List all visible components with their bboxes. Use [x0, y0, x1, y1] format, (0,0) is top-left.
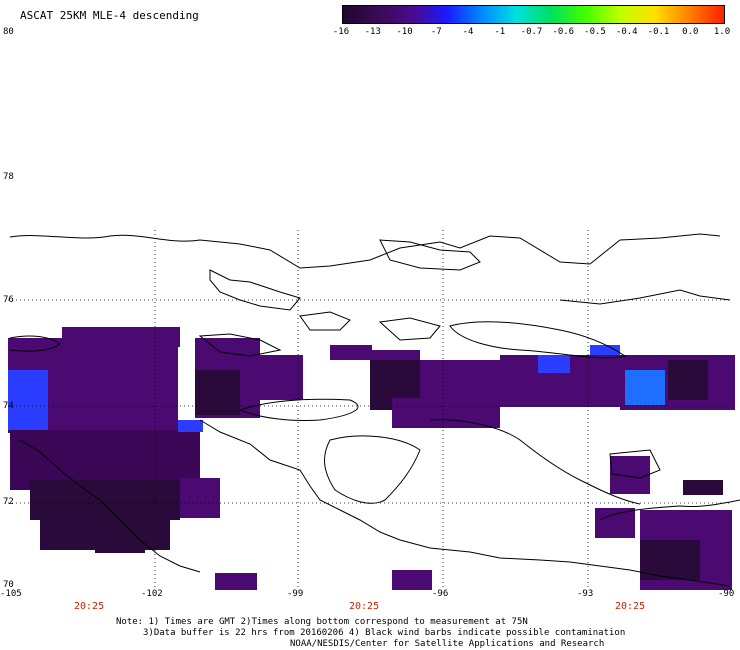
colorbar-tick-label: -0.6 — [552, 27, 575, 37]
wind-cell — [625, 370, 665, 405]
time-label-center: 20:25 — [349, 601, 380, 612]
coastlines — [9, 233, 740, 587]
colorbar-tick-label: -0.1 — [647, 27, 670, 37]
lat-label-78: 78 — [3, 172, 14, 182]
lat-label-72: 72 — [3, 497, 14, 507]
wind-cell — [30, 480, 180, 520]
colorbar-tick-label: -4 — [462, 27, 474, 37]
lon-label-99: -99 — [287, 589, 304, 599]
wind-data-cells — [8, 327, 735, 590]
lat-label-74: 74 — [3, 401, 14, 411]
time-label-right: 20:25 — [615, 601, 646, 612]
colorbar-tick-label: -0.4 — [615, 27, 638, 37]
wind-cell — [392, 570, 432, 590]
lat-label-80: 80 — [3, 27, 14, 37]
wind-cell — [640, 540, 700, 580]
lon-label-93: -93 — [577, 589, 594, 599]
wind-cell — [215, 573, 257, 590]
lat-label-70: 70 — [3, 580, 14, 590]
wind-cell — [420, 360, 500, 428]
wind-cell — [40, 515, 170, 550]
note-line-1: Note: 1) Times are GMT 2)Times along bot… — [116, 617, 528, 627]
wind-cell — [590, 345, 620, 355]
colorbar-tick-label: 1.0 — [713, 27, 731, 37]
colorbar — [342, 5, 725, 24]
wind-cell — [330, 345, 372, 360]
time-label-left: 20:25 — [74, 601, 105, 612]
wind-cell — [668, 360, 708, 400]
colorbar-tick-label: -13 — [364, 27, 381, 37]
lon-label-90: -90 — [718, 589, 735, 599]
note-line-3: NOAA/NESDIS/Center for Satellite Applica… — [290, 639, 605, 649]
lat-label-76: 76 — [3, 295, 14, 305]
colorbar-tick-label: -0.7 — [520, 27, 543, 37]
wind-cell — [180, 478, 220, 518]
wind-cell — [258, 355, 303, 400]
lon-label-105: -105 — [0, 589, 22, 599]
colorbar-tick-label: -16 — [332, 27, 350, 37]
wind-cell — [95, 545, 145, 553]
colorbar-tick-label: -10 — [396, 27, 413, 37]
wind-cell — [392, 398, 432, 428]
colorbar-tick-label: -1 — [494, 27, 506, 37]
map-title: ASCAT 25KM MLE-4 descending — [20, 9, 199, 22]
lon-label-102: -102 — [141, 589, 163, 599]
wind-cell — [683, 480, 723, 495]
lon-label-96: -96 — [432, 589, 449, 599]
colorbar-tick-label: -0.5 — [584, 27, 606, 37]
wind-cell — [538, 355, 570, 373]
colorbar-tick-label: -7 — [430, 27, 442, 37]
wind-cell — [178, 420, 203, 432]
wind-cell — [595, 508, 635, 538]
colorbar-tick-label: 0.0 — [682, 27, 699, 37]
wind-cell — [62, 327, 180, 347]
wind-cell — [195, 370, 240, 415]
note-line-2: 3)Data buffer is 22 hrs from 20160206 4)… — [143, 628, 626, 638]
lat-lon-grid — [8, 230, 732, 588]
wind-cell — [8, 370, 48, 430]
